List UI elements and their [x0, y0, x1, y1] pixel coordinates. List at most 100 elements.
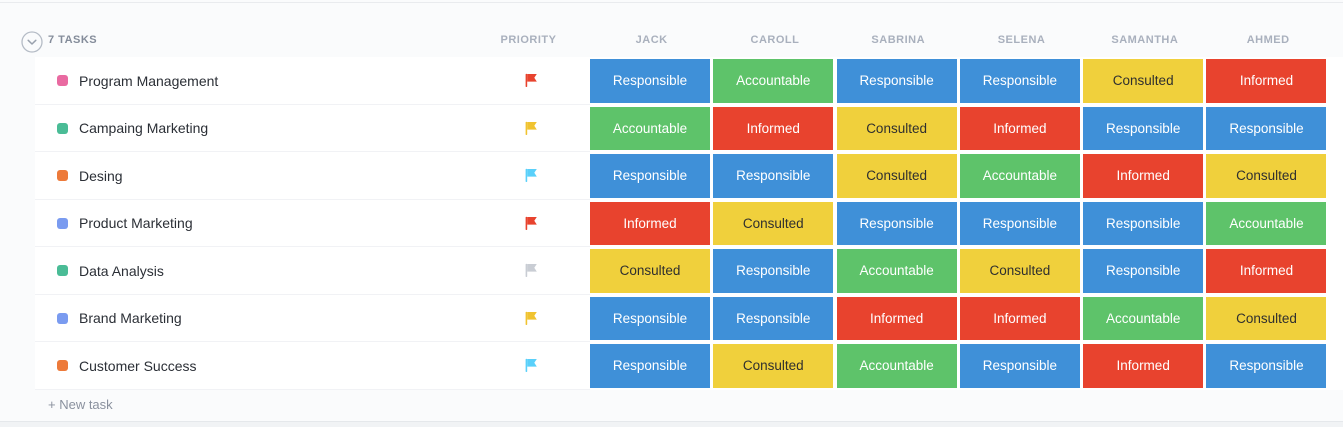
priority-flag-icon[interactable] [523, 73, 539, 88]
collapse-group-button[interactable] [21, 31, 43, 53]
new-task-button[interactable]: + New task [48, 397, 113, 412]
table-row: Product Marketing Informed Consulted Respon… [0, 199, 1343, 247]
row-spare [1329, 104, 1343, 152]
raci-cell-wrap: Informed [1083, 152, 1207, 200]
row-spare [1329, 57, 1343, 105]
raci-cell[interactable]: Responsible [1083, 201, 1204, 245]
raci-cell-wrap: Responsible [1083, 104, 1207, 152]
task-color-icon [57, 170, 68, 182]
raci-cell[interactable]: Accountable [836, 249, 957, 293]
footer-row: + New task [0, 390, 1343, 420]
raci-cell[interactable]: Consulted [836, 154, 957, 198]
raci-cell[interactable]: Consulted [836, 106, 957, 150]
row-spare [1329, 199, 1343, 247]
raci-cell[interactable]: Responsible [959, 201, 1080, 245]
priority-column-header[interactable]: PRIORITY [500, 34, 557, 46]
raci-cell-wrap: Responsible [1206, 342, 1330, 390]
column-header-jack[interactable]: JACK [635, 34, 668, 46]
raci-cell[interactable]: Responsible [959, 59, 1080, 103]
task-name[interactable]: Data Analysis [79, 262, 164, 279]
raci-cell-wrap: Consulted [1206, 152, 1330, 200]
task-name[interactable]: Program Management [79, 72, 219, 89]
priority-flag-icon[interactable] [523, 168, 539, 183]
chevron-down-circle-icon [21, 31, 43, 56]
raci-cell[interactable]: Responsible [1206, 344, 1327, 388]
row-spare [1329, 294, 1343, 342]
priority-flag-icon[interactable] [523, 121, 539, 136]
raci-cell[interactable]: Responsible [1206, 106, 1327, 150]
task-cell: Brand Marketing [35, 294, 490, 342]
raci-cell-wrap: Consulted [1206, 294, 1330, 342]
raci-cell[interactable]: Consulted [959, 249, 1080, 293]
raci-cell[interactable]: Responsible [836, 59, 957, 103]
priority-cell [490, 247, 590, 295]
raci-cell[interactable]: Informed [1206, 249, 1327, 293]
raci-cell[interactable]: Consulted [713, 344, 834, 388]
column-header-sabrina[interactable]: SABRINA [871, 34, 926, 46]
table-header: 7 TASKS PRIORITY JACK CAROLL SABRINA SELENA… [0, 0, 1343, 57]
raci-cell[interactable]: Informed [959, 106, 1080, 150]
priority-cell [490, 342, 590, 390]
raci-cell[interactable]: Responsible [590, 59, 710, 103]
raci-cell[interactable]: Consulted [1206, 154, 1327, 198]
raci-cell-wrap: Informed [836, 294, 960, 342]
priority-flag-icon[interactable] [523, 311, 539, 326]
raci-cell-wrap: Accountable [836, 342, 960, 390]
raci-cell[interactable]: Responsible [836, 201, 957, 245]
raci-cell[interactable]: Responsible [713, 154, 834, 198]
raci-cell[interactable]: Informed [1083, 344, 1204, 388]
tasks-count-header: 7 TASKS [48, 34, 98, 46]
task-cell: Desing [35, 152, 490, 200]
priority-cell [490, 104, 590, 152]
priority-flag-icon[interactable] [523, 358, 539, 373]
row-spare [1329, 247, 1343, 295]
task-name[interactable]: Desing [79, 167, 123, 184]
task-color-icon [57, 75, 68, 87]
column-header-caroll[interactable]: CAROLL [750, 34, 800, 46]
task-name[interactable]: Product Marketing [79, 215, 193, 232]
raci-cell[interactable]: Responsible [590, 344, 710, 388]
raci-cell[interactable]: Accountable [1206, 201, 1327, 245]
raci-cell[interactable]: Informed [590, 201, 710, 245]
raci-cell[interactable]: Informed [1206, 59, 1327, 103]
raci-cell[interactable]: Consulted [713, 201, 834, 245]
raci-cell[interactable]: Consulted [590, 249, 710, 293]
raci-cell[interactable]: Informed [1083, 154, 1204, 198]
raci-cell-wrap: Responsible [590, 294, 714, 342]
task-name[interactable]: Customer Success [79, 357, 197, 374]
row-gutter [0, 152, 35, 200]
raci-cell[interactable]: Consulted [1083, 59, 1204, 103]
task-name[interactable]: Campaing Marketing [79, 120, 209, 137]
raci-cell-wrap: Informed [959, 294, 1084, 342]
priority-flag-icon[interactable] [523, 263, 539, 278]
column-header-selena[interactable]: SELENA [997, 34, 1046, 46]
task-color-icon [57, 360, 68, 372]
raci-cell[interactable]: Responsible [713, 249, 834, 293]
raci-cell[interactable]: Responsible [713, 296, 834, 340]
raci-cell-wrap: Consulted [590, 247, 714, 295]
priority-cell [490, 294, 590, 342]
raci-cell[interactable]: Responsible [590, 296, 710, 340]
raci-cell[interactable]: Informed [836, 296, 957, 340]
raci-cell[interactable]: Accountable [590, 106, 710, 150]
raci-cell[interactable]: Informed [959, 296, 1080, 340]
raci-cell-wrap: Responsible [713, 152, 837, 200]
table-row: Customer Success Responsible Consulted Acco… [0, 342, 1343, 390]
column-header-ahmed[interactable]: AHMED [1246, 34, 1290, 46]
priority-flag-icon[interactable] [523, 216, 539, 231]
raci-cell[interactable]: Responsible [590, 154, 710, 198]
raci-cell[interactable]: Responsible [1083, 106, 1204, 150]
raci-cell[interactable]: Accountable [836, 344, 957, 388]
raci-cell[interactable]: Accountable [959, 154, 1080, 198]
raci-cell-wrap: Responsible [590, 57, 714, 105]
column-header-samantha[interactable]: SAMANTHA [1111, 34, 1179, 46]
task-name[interactable]: Brand Marketing [79, 310, 182, 327]
raci-cell[interactable]: Accountable [1083, 296, 1204, 340]
raci-cell[interactable]: Responsible [1083, 249, 1204, 293]
raci-cell-wrap: Consulted [836, 152, 960, 200]
raci-cell[interactable]: Informed [713, 106, 834, 150]
raci-cell[interactable]: Accountable [713, 59, 834, 103]
raci-cell[interactable]: Responsible [959, 344, 1080, 388]
raci-cell-wrap: Informed [1206, 57, 1330, 105]
raci-cell[interactable]: Consulted [1206, 296, 1327, 340]
